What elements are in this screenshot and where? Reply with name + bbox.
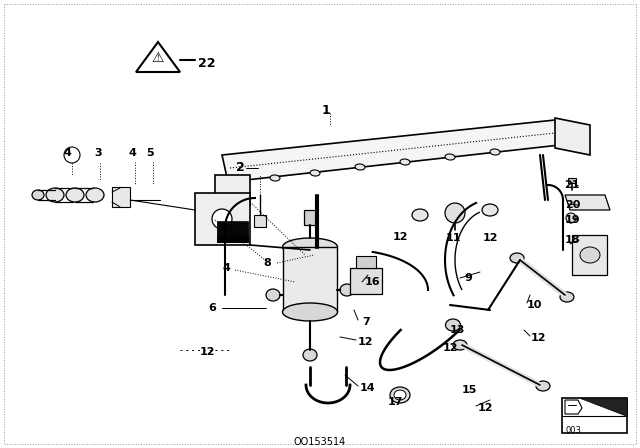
Text: OO153514: OO153514 xyxy=(294,437,346,447)
Text: 19: 19 xyxy=(564,215,580,225)
Ellipse shape xyxy=(270,175,280,181)
Circle shape xyxy=(212,209,232,229)
Text: 2: 2 xyxy=(236,160,245,173)
Ellipse shape xyxy=(490,149,500,155)
Circle shape xyxy=(566,213,576,223)
Bar xyxy=(195,193,250,245)
Text: 16: 16 xyxy=(365,277,381,287)
Ellipse shape xyxy=(310,170,320,176)
Ellipse shape xyxy=(66,188,84,202)
Bar xyxy=(350,268,382,294)
Bar xyxy=(112,187,130,207)
Text: 8: 8 xyxy=(263,258,271,268)
Ellipse shape xyxy=(266,289,280,301)
Text: 1: 1 xyxy=(322,103,330,116)
Text: 7: 7 xyxy=(362,317,370,327)
Ellipse shape xyxy=(510,253,524,263)
Text: 17: 17 xyxy=(387,397,403,407)
Circle shape xyxy=(445,203,465,223)
Text: 12: 12 xyxy=(200,347,216,357)
Bar xyxy=(254,215,266,227)
Bar xyxy=(356,256,376,268)
Ellipse shape xyxy=(86,188,104,202)
Polygon shape xyxy=(136,42,180,72)
Ellipse shape xyxy=(453,340,467,350)
Text: 6: 6 xyxy=(208,303,216,313)
Polygon shape xyxy=(215,175,250,205)
Text: 18: 18 xyxy=(564,235,580,245)
Polygon shape xyxy=(222,120,560,182)
Polygon shape xyxy=(565,195,610,210)
Ellipse shape xyxy=(303,349,317,361)
Text: 12: 12 xyxy=(392,232,408,242)
Text: 12: 12 xyxy=(483,233,498,243)
Text: ⚠: ⚠ xyxy=(152,51,164,65)
Text: 12: 12 xyxy=(478,403,493,413)
Ellipse shape xyxy=(32,190,44,200)
Ellipse shape xyxy=(282,238,337,256)
Polygon shape xyxy=(565,400,582,414)
Text: 4: 4 xyxy=(128,148,136,158)
Ellipse shape xyxy=(445,154,455,160)
Bar xyxy=(283,247,337,312)
Text: 22: 22 xyxy=(198,56,216,69)
Ellipse shape xyxy=(355,164,365,170)
Bar xyxy=(568,178,576,183)
Text: 13: 13 xyxy=(450,325,465,335)
Ellipse shape xyxy=(394,390,406,400)
Text: 4: 4 xyxy=(222,263,230,273)
Text: 12: 12 xyxy=(442,343,458,353)
Text: 15: 15 xyxy=(462,385,477,395)
Bar xyxy=(562,398,627,433)
Polygon shape xyxy=(580,398,627,416)
Text: 14: 14 xyxy=(360,383,376,393)
Circle shape xyxy=(64,147,80,163)
Text: 12: 12 xyxy=(358,337,374,347)
Text: 4: 4 xyxy=(63,148,71,158)
Polygon shape xyxy=(555,118,590,155)
Text: 10: 10 xyxy=(527,300,542,310)
Ellipse shape xyxy=(340,284,354,296)
Ellipse shape xyxy=(400,159,410,165)
Text: 20: 20 xyxy=(564,200,580,210)
Ellipse shape xyxy=(46,188,64,202)
Text: 3: 3 xyxy=(94,148,102,158)
Ellipse shape xyxy=(390,387,410,403)
Ellipse shape xyxy=(445,319,461,331)
Text: 9: 9 xyxy=(464,273,472,283)
Text: 5: 5 xyxy=(146,148,154,158)
Bar xyxy=(572,235,607,275)
Ellipse shape xyxy=(282,303,337,321)
Ellipse shape xyxy=(482,204,498,216)
Text: 11: 11 xyxy=(445,233,461,243)
Ellipse shape xyxy=(560,292,574,302)
Bar xyxy=(304,210,316,225)
Text: 003: 003 xyxy=(565,426,581,435)
Ellipse shape xyxy=(412,209,428,221)
Text: 12: 12 xyxy=(531,333,547,343)
Ellipse shape xyxy=(580,247,600,263)
Text: 21: 21 xyxy=(564,180,580,190)
Ellipse shape xyxy=(536,381,550,391)
